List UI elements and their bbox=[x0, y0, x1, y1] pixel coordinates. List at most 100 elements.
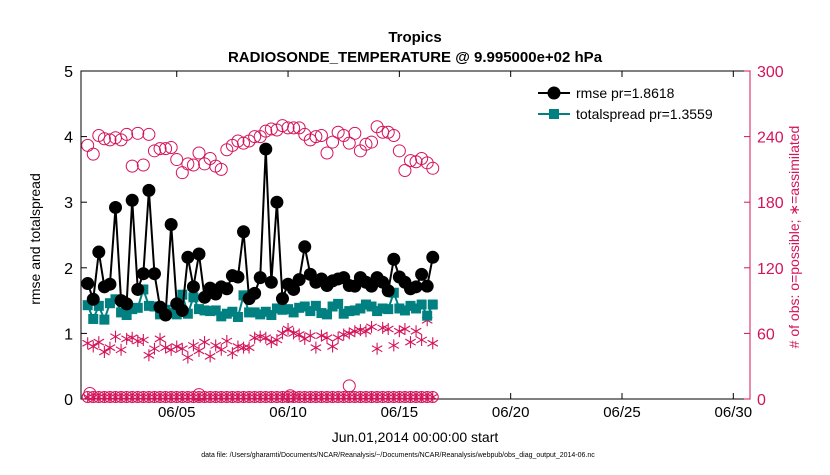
totalspread-point bbox=[316, 308, 327, 319]
possible-point bbox=[326, 135, 340, 149]
totalspread-point bbox=[422, 310, 433, 321]
rmse-point bbox=[164, 218, 178, 232]
totalspread-point bbox=[383, 304, 394, 315]
totalspread-point bbox=[88, 313, 99, 324]
totalspread-point bbox=[171, 309, 182, 320]
rmse-point bbox=[120, 297, 134, 311]
totalspread-point bbox=[266, 310, 277, 321]
possible-point bbox=[175, 166, 189, 180]
assimilated-point bbox=[327, 340, 339, 353]
assimilated-point bbox=[160, 341, 172, 354]
legend-rmse-label: rmse pr=1.8618 bbox=[576, 85, 675, 101]
legend-totalspread-square bbox=[549, 109, 559, 119]
rmse-point bbox=[147, 267, 161, 281]
totalspread-point bbox=[333, 298, 344, 309]
totalspread-point bbox=[416, 299, 427, 310]
possible-point bbox=[181, 157, 195, 171]
totalspread-point bbox=[104, 298, 115, 309]
assimilated-point bbox=[110, 330, 121, 343]
assimilated-point bbox=[366, 320, 378, 333]
possible-point bbox=[170, 153, 184, 167]
totalspread-point bbox=[244, 307, 255, 318]
assimilated-point bbox=[321, 331, 333, 344]
assimilated-point bbox=[416, 333, 428, 346]
totalspread-point bbox=[277, 304, 288, 315]
totalspread-point bbox=[143, 300, 154, 311]
possible-point bbox=[314, 129, 328, 143]
data-file-footnote: data file: /Users/gharamti/Documents/NCA… bbox=[201, 452, 595, 459]
possible-point bbox=[120, 127, 134, 141]
totalspread-point bbox=[322, 309, 333, 320]
right-tick-label: 180 bbox=[757, 195, 784, 212]
totalspread-point bbox=[193, 304, 204, 315]
right-tick-label: 120 bbox=[757, 261, 784, 278]
assimilated-point bbox=[171, 340, 183, 353]
possible-point bbox=[159, 142, 173, 156]
possible-point bbox=[237, 136, 251, 150]
totalspread-point bbox=[121, 310, 132, 321]
totalspread-point bbox=[99, 314, 110, 325]
possible-extra-point bbox=[283, 389, 297, 403]
rmse-point bbox=[381, 284, 395, 298]
totalspread-point bbox=[260, 306, 271, 317]
rmse-point bbox=[287, 282, 301, 296]
assimilated-point bbox=[115, 343, 127, 356]
totalspread-point bbox=[294, 302, 305, 313]
rmse-point bbox=[86, 292, 100, 306]
totalspread-point bbox=[177, 289, 188, 300]
rmse-point bbox=[264, 275, 278, 289]
assimilated-point bbox=[199, 336, 211, 349]
assimilated-point bbox=[310, 341, 322, 354]
possible-series bbox=[81, 119, 440, 403]
rmse-point bbox=[426, 250, 440, 264]
totalspread-point bbox=[271, 303, 282, 314]
x-axis-label: Jun.01,2014 00:00:00 start bbox=[332, 429, 499, 445]
possible-point bbox=[320, 146, 334, 160]
possible-point bbox=[192, 146, 206, 160]
x-tick-label: 06/30 bbox=[715, 404, 753, 421]
rmse-point bbox=[125, 193, 139, 207]
assimilated-point bbox=[315, 329, 327, 342]
rmse-series bbox=[81, 142, 440, 322]
assimilated-point bbox=[382, 323, 394, 336]
possible-point bbox=[426, 161, 440, 175]
possible-point bbox=[97, 132, 111, 146]
assimilated-point bbox=[93, 336, 105, 349]
totalspread-point bbox=[305, 306, 316, 317]
rmse-point bbox=[175, 303, 189, 317]
rmse-point bbox=[298, 240, 312, 254]
assimilated-point bbox=[154, 332, 166, 345]
rmse-point bbox=[231, 270, 245, 284]
assimilated-point bbox=[193, 344, 205, 357]
assimilated-point bbox=[148, 342, 160, 355]
assimilated-point bbox=[182, 351, 194, 364]
totalspread-point bbox=[210, 305, 221, 316]
assimilated-point bbox=[143, 349, 155, 362]
assimilated-point bbox=[271, 333, 283, 346]
x-tick-label: 06/20 bbox=[492, 404, 530, 421]
assimilated-point bbox=[399, 323, 411, 336]
rmse-point bbox=[92, 245, 106, 259]
rmse-point bbox=[415, 267, 429, 281]
totalspread-point bbox=[255, 309, 266, 320]
assimilated-point bbox=[221, 335, 233, 348]
assimilated-point bbox=[176, 342, 188, 355]
rmse-point bbox=[259, 142, 273, 156]
totalspread-point bbox=[394, 303, 405, 314]
rmse-point bbox=[270, 195, 284, 209]
possible-point bbox=[81, 138, 95, 152]
totalspread-point bbox=[232, 312, 243, 322]
legend-rmse-marker bbox=[538, 86, 570, 100]
totalspread-point bbox=[405, 300, 416, 311]
totalspread-point bbox=[355, 303, 366, 314]
totalspread-point bbox=[366, 301, 377, 312]
assimilated-point bbox=[243, 341, 255, 354]
assimilated-point bbox=[104, 341, 116, 354]
totalspread-point bbox=[132, 302, 143, 313]
assimilated-point bbox=[405, 336, 416, 349]
totalspread-point bbox=[310, 300, 321, 311]
possible-point bbox=[164, 141, 178, 155]
totalspread-point bbox=[127, 304, 138, 315]
possible-point bbox=[125, 159, 139, 173]
possible-point bbox=[231, 134, 245, 148]
